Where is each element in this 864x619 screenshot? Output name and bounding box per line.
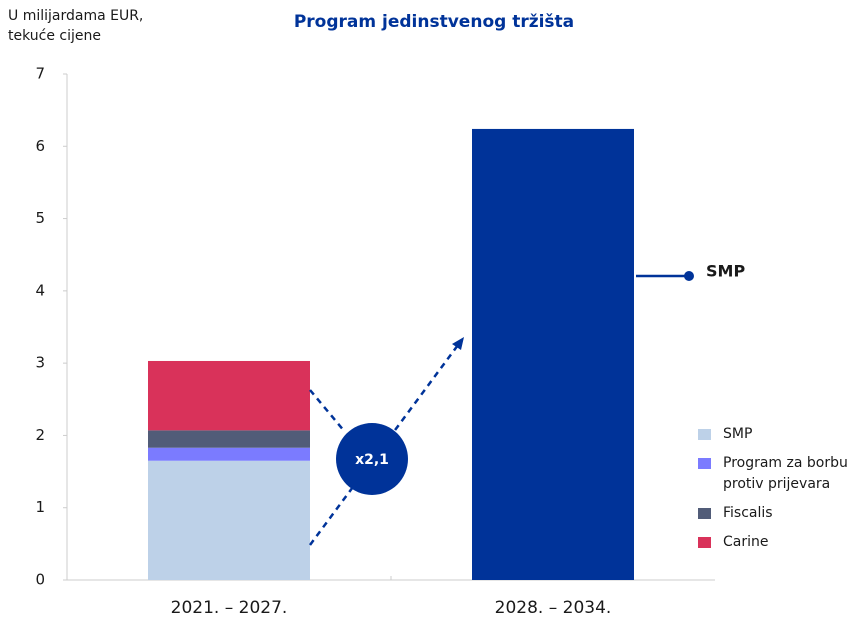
growth-label: x2,1 [355, 452, 389, 468]
legend-swatch [698, 508, 711, 519]
y-tick-label: 1 [35, 498, 45, 516]
y-tick-label: 7 [35, 65, 45, 83]
legend-swatch [698, 429, 711, 440]
legend-label: Carine [723, 534, 769, 550]
bar-segment [148, 430, 310, 448]
bar-segment [472, 128, 634, 581]
legend-item: Fiscalis [698, 503, 864, 524]
y-tick-label: 4 [35, 281, 45, 299]
chart-title: Program jedinstvenog tržišta [294, 12, 574, 32]
legend-label: Fiscalis [723, 505, 773, 521]
y-tick-label: 6 [35, 137, 45, 155]
legend-label: SMP [723, 426, 753, 442]
bar-segment [148, 447, 310, 461]
legend-item: Program za borbu protiv prijevara [698, 453, 864, 495]
legend-item: SMP [698, 424, 864, 445]
legend-item: Carine [698, 532, 864, 553]
growth-badge [336, 423, 408, 495]
y-tick-label: 0 [35, 571, 45, 589]
legend: SMP Program za borbu protiv prijevara Fisc… [698, 424, 864, 561]
bar-segment [148, 460, 310, 580]
legend-swatch [698, 537, 711, 548]
y-tick-label: 2 [35, 426, 45, 444]
x-tick-label: 2021. – 2027. [171, 598, 288, 618]
legend-label: Program za borbu protiv prijevara [723, 455, 848, 492]
bar-segment [148, 360, 310, 431]
callout-dot [684, 271, 694, 281]
y-tick-label: 3 [35, 354, 45, 372]
legend-swatch [698, 458, 711, 469]
y-axis-label: U milijardama EUR, tekuće cijene [8, 8, 144, 44]
y-tick-label: 5 [35, 209, 45, 227]
x-tick-label: 2028. – 2034. [495, 598, 612, 618]
callout-label: SMP [706, 262, 745, 281]
arrow-head [452, 337, 464, 350]
